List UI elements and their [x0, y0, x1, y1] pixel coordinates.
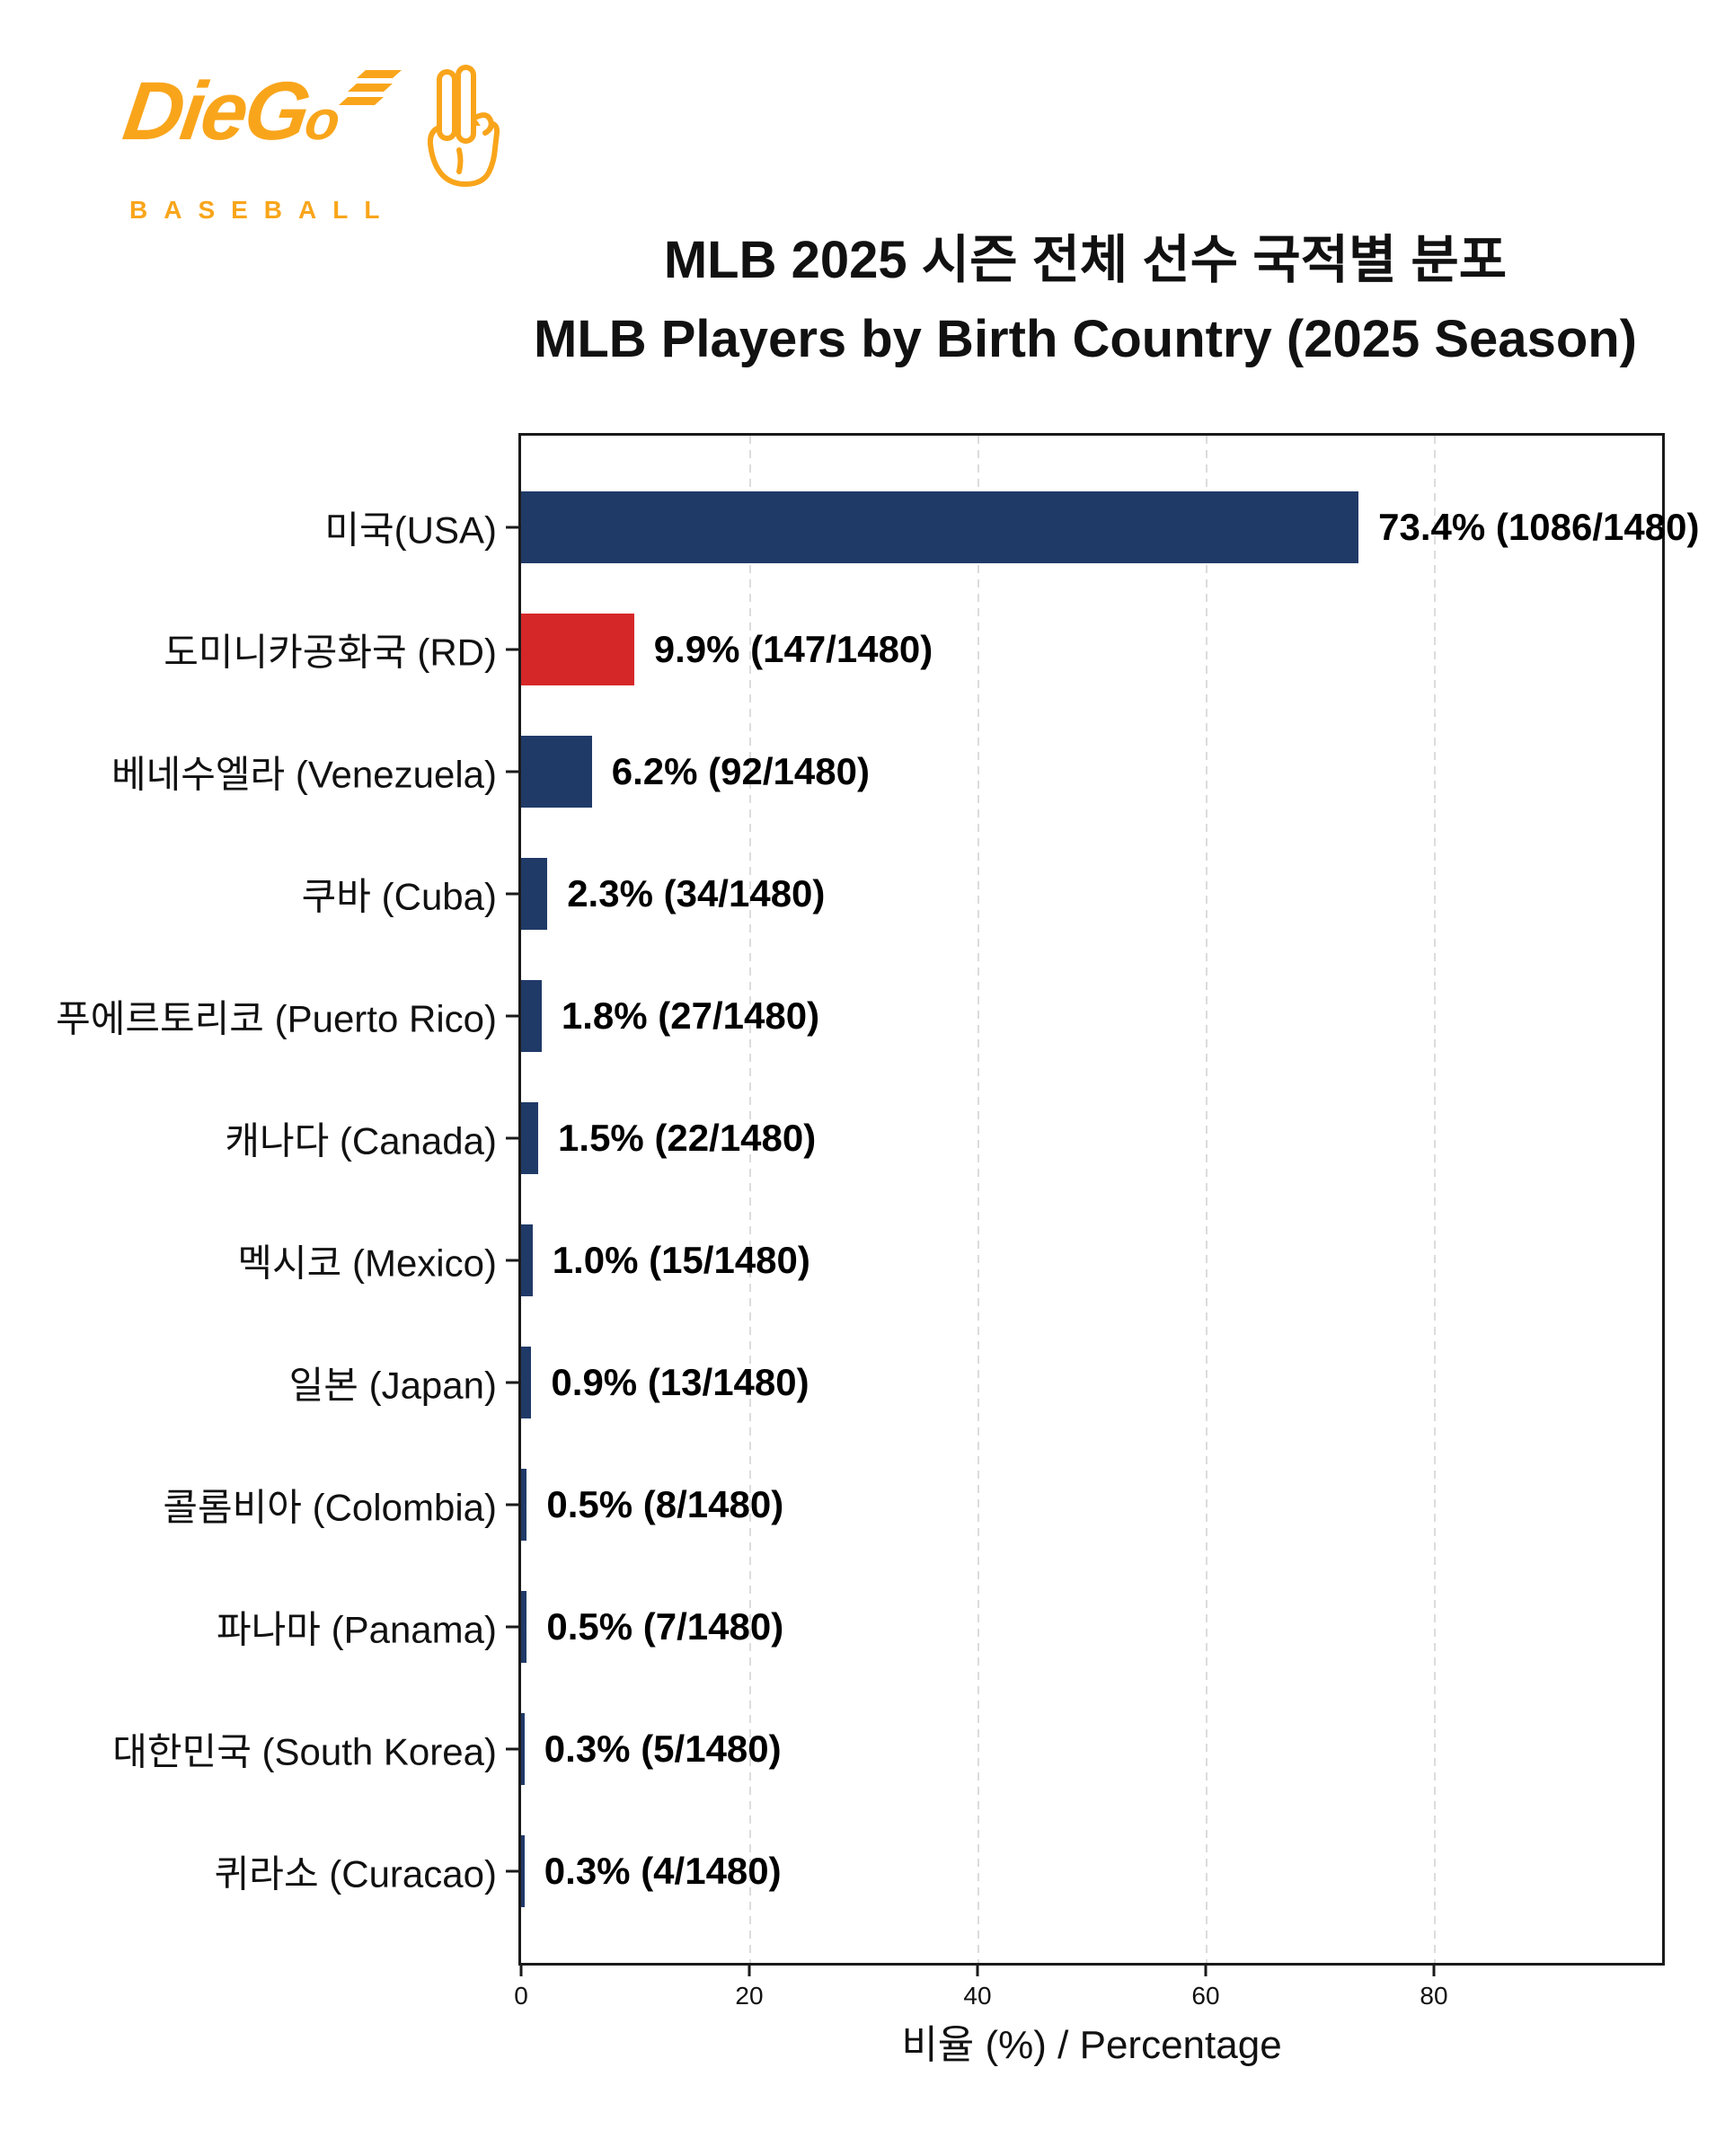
x-tick-mark-40 [976, 1963, 979, 1976]
x-tick-mark-80 [1432, 1963, 1436, 1976]
category-label: 일본 (Japan) [288, 1364, 497, 1407]
value-label: 1.5% (22/1480) [558, 1117, 817, 1159]
bar [521, 614, 634, 685]
value-label: 2.3% (34/1480) [567, 872, 826, 915]
bar [521, 736, 592, 808]
y-tick-mark [506, 1014, 519, 1018]
logo: DieGo BASEBALL [119, 65, 500, 225]
y-tick-mark [506, 770, 519, 773]
y-tick-mark [506, 1503, 519, 1507]
y-tick-mark [506, 1869, 519, 1873]
value-label: 1.0% (15/1480) [552, 1239, 810, 1281]
logo-subtitle: BASEBALL [129, 196, 396, 224]
bar-rows: 미국(USA) 73.4% (1086/1480) 도미니카공화국 (RD) 9… [56, 466, 1699, 1932]
x-tick-label-60: 60 [1191, 1982, 1220, 2010]
y-tick-mark [506, 1136, 519, 1140]
y-tick-mark [506, 1381, 519, 1384]
bar-row: 퀴라소 (Curacao) 0.3% (4/1480) [215, 1810, 1662, 1932]
category-label: 캐나다 (Canada) [225, 1119, 497, 1162]
chart-title-korean: MLB 2025 시즌 전체 선수 국적별 분포 [663, 231, 1508, 289]
value-label: 0.9% (13/1480) [551, 1361, 809, 1403]
bar [521, 1224, 533, 1296]
bar [521, 1713, 525, 1785]
bar [521, 1347, 532, 1418]
bar-row: 캐나다 (Canada) 1.5% (22/1480) [225, 1077, 1662, 1199]
bar [521, 1591, 527, 1663]
bar-row: 도미니카공화국 (RD) 9.9% (147/1480) [164, 588, 1662, 711]
bar-row: 쿠바 (Cuba) 2.3% (34/1480) [302, 833, 1662, 955]
y-tick-mark [506, 648, 519, 651]
category-label: 푸에르토리코 (Puerto Rico) [56, 997, 497, 1040]
value-label: 0.5% (7/1480) [546, 1605, 784, 1648]
bar-row: 일본 (Japan) 0.9% (13/1480) [289, 1321, 1662, 1444]
chart-title: MLB 2025 시즌 전체 선수 국적별 분포 MLB Players by B… [350, 221, 1725, 379]
bar [521, 1835, 525, 1907]
category-label: 파나마 (Panama) [217, 1608, 497, 1651]
bar-row: 콜롬비아 (Colombia) 0.5% (8/1480) [163, 1444, 1662, 1566]
plot-area: 미국(USA) 73.4% (1086/1480) 도미니카공화국 (RD) 9… [56, 433, 1699, 2010]
chart-title-english: MLB Players by Birth Country (2025 Seaso… [534, 310, 1637, 368]
value-label: 6.2% (92/1480) [611, 750, 870, 792]
bar [521, 1102, 539, 1174]
x-tick-label-80: 80 [1420, 1982, 1448, 2010]
grid-line-20 [749, 436, 751, 1963]
bar-row: 파나마 (Panama) 0.5% (7/1480) [217, 1566, 1662, 1688]
value-label: 0.3% (5/1480) [544, 1727, 782, 1770]
value-label: 0.3% (4/1480) [544, 1850, 782, 1892]
y-tick-mark [506, 892, 519, 896]
category-label: 콜롬비아 (Colombia) [163, 1486, 497, 1529]
y-tick-mark [506, 1747, 519, 1751]
bar [521, 1469, 527, 1541]
speed-lines-icon [338, 70, 402, 115]
grid-line-40 [978, 436, 979, 1963]
grid-line-80 [1434, 436, 1436, 1963]
bar [521, 980, 542, 1052]
category-label: 도미니카공화국 (RD) [164, 631, 497, 674]
category-label: 미국(USA) [324, 508, 497, 552]
logo-row: DieGo [119, 65, 500, 187]
x-axis-label: 비율 (%) / Percentage [901, 2023, 1282, 2067]
bar-row: 대한민국 (South Korea) 0.3% (5/1480) [112, 1688, 1662, 1810]
value-label: 9.9% (147/1480) [653, 628, 933, 670]
logo-brand-main: DieG [118, 66, 314, 157]
bar [521, 858, 548, 930]
x-tick-label-0: 0 [514, 1982, 528, 2010]
x-tick-mark-60 [1204, 1963, 1208, 1976]
y-tick-mark [506, 1625, 519, 1629]
category-label: 멕시코 (Mexico) [237, 1241, 497, 1285]
bar-row: 푸에르토리코 (Puerto Rico) 1.8% (27/1480) [56, 955, 1662, 1077]
value-label: 73.4% (1086/1480) [1378, 506, 1700, 548]
bar-row: 베네수엘라 (Venezuela) 6.2% (92/1480) [111, 711, 1662, 833]
bar [521, 491, 1359, 563]
category-label: 퀴라소 (Curacao) [214, 1852, 497, 1895]
bar-row: 멕시코 (Mexico) 1.0% (15/1480) [237, 1199, 1662, 1321]
category-label: 대한민국 (South Korea) [112, 1730, 497, 1773]
value-label: 1.8% (27/1480) [561, 994, 820, 1037]
grid-line-60 [1206, 436, 1208, 1963]
x-tick-label-20: 20 [735, 1982, 764, 2010]
x-tick-mark-0 [519, 1963, 523, 1976]
bar-row: 미국(USA) 73.4% (1086/1480) [324, 466, 1699, 588]
two-fingers-hand-icon [427, 65, 500, 187]
value-label: 0.5% (8/1480) [546, 1483, 784, 1525]
x-tick-label-40: 40 [963, 1982, 992, 2010]
category-label: 쿠바 (Cuba) [301, 875, 497, 918]
y-tick-mark [506, 1259, 519, 1262]
category-label: 베네수엘라 (Venezuela) [111, 753, 497, 796]
y-tick-mark [506, 526, 519, 529]
logo-brand-text: DieGo [117, 66, 344, 164]
x-tick-mark-20 [748, 1963, 751, 1976]
